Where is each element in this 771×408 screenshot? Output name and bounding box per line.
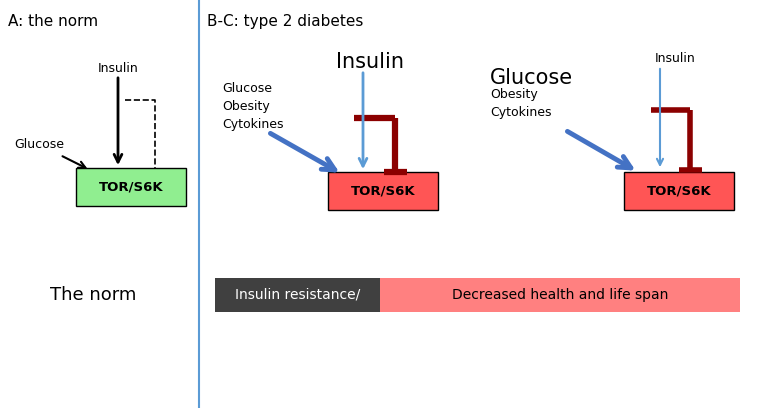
Text: Glucose
Obesity
Cytokines: Glucose Obesity Cytokines (222, 82, 284, 131)
Text: Obesity
Cytokines: Obesity Cytokines (490, 88, 551, 119)
Text: Insulin: Insulin (655, 52, 695, 65)
Text: TOR/S6K: TOR/S6K (99, 180, 163, 193)
Text: TOR/S6K: TOR/S6K (351, 184, 416, 197)
Bar (215, 278, 380, 312)
Text: A: the norm: A: the norm (8, 14, 98, 29)
Text: Glucose: Glucose (14, 138, 64, 151)
Text: Insulin resistance/: Insulin resistance/ (235, 288, 361, 302)
Text: TOR/S6K: TOR/S6K (647, 184, 712, 197)
Text: B-C: type 2 diabetes: B-C: type 2 diabetes (207, 14, 363, 29)
Text: Insulin: Insulin (336, 52, 404, 72)
Text: Glucose: Glucose (490, 68, 573, 88)
Bar (380, 278, 740, 312)
Text: Insulin: Insulin (98, 62, 138, 75)
Text: The norm: The norm (50, 286, 136, 304)
Text: Decreased health and life span: Decreased health and life span (452, 288, 668, 302)
Bar (76, 168, 186, 206)
Bar (328, 172, 438, 210)
Bar (624, 172, 734, 210)
